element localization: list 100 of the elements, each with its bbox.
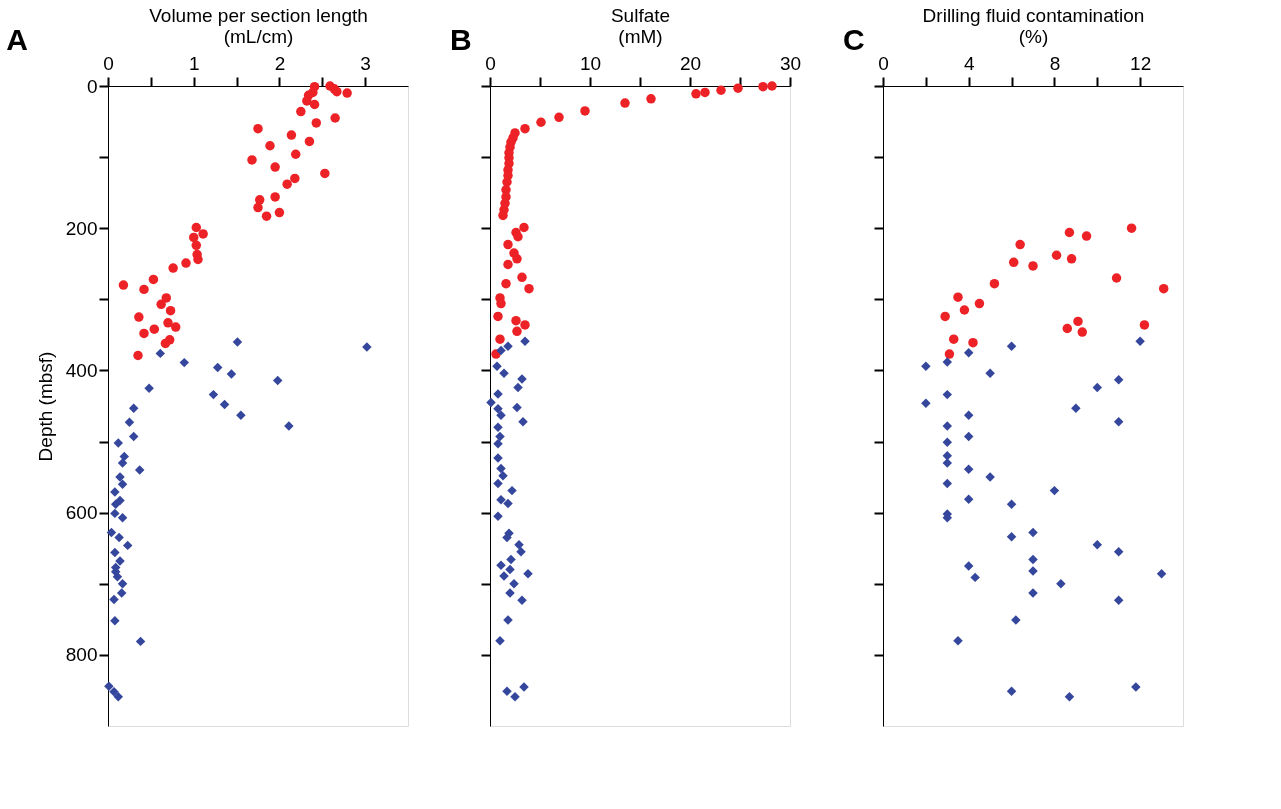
point	[942, 389, 953, 400]
point	[1131, 682, 1141, 692]
point	[160, 338, 171, 349]
point	[253, 202, 263, 213]
y-tick-label: 800	[65, 644, 98, 666]
x-tick-label: 4	[963, 52, 975, 74]
point	[959, 305, 970, 315]
point	[968, 337, 978, 348]
point	[1139, 320, 1150, 330]
point	[1092, 382, 1103, 393]
point	[191, 222, 202, 233]
point	[1113, 374, 1124, 385]
point	[1028, 527, 1038, 538]
point	[1062, 323, 1073, 334]
point	[498, 470, 508, 481]
point	[963, 464, 974, 475]
point	[168, 263, 178, 273]
point	[513, 382, 523, 393]
point	[1064, 692, 1075, 702]
y-tick-label: 0	[86, 75, 98, 97]
point	[942, 478, 953, 489]
point	[963, 347, 974, 358]
point	[963, 410, 974, 420]
point	[1158, 283, 1169, 294]
point	[520, 320, 530, 330]
point	[948, 334, 959, 344]
point	[309, 99, 320, 110]
point	[503, 239, 513, 250]
point	[517, 272, 527, 283]
point	[128, 403, 139, 413]
point	[106, 527, 117, 538]
point	[226, 369, 237, 379]
point	[1051, 250, 1062, 260]
point	[270, 192, 280, 202]
point	[520, 336, 530, 347]
point	[963, 494, 974, 504]
point	[716, 85, 726, 95]
point	[304, 136, 315, 147]
point	[128, 431, 139, 442]
point	[495, 635, 505, 646]
point	[272, 375, 283, 386]
point	[767, 81, 777, 91]
point	[1126, 223, 1137, 233]
x-tick-label: 30	[779, 52, 802, 74]
point	[524, 283, 534, 294]
point	[118, 280, 129, 290]
point	[1008, 257, 1019, 268]
point	[161, 293, 172, 303]
point	[113, 692, 124, 702]
x-tick-label: 0	[103, 52, 114, 74]
point	[247, 155, 257, 165]
point	[1056, 579, 1066, 589]
x-axis-title: Sulfate (mM)	[610, 4, 671, 47]
point	[495, 334, 505, 344]
point	[507, 485, 517, 496]
x-tick-label: 12	[1130, 52, 1152, 74]
point	[117, 479, 128, 489]
point	[942, 437, 953, 448]
point	[296, 106, 306, 117]
point	[219, 399, 230, 410]
point	[286, 130, 297, 140]
point	[496, 560, 506, 571]
point	[963, 561, 974, 571]
x-tick-label: 0	[878, 52, 889, 74]
point	[117, 579, 128, 589]
point	[149, 324, 160, 334]
point	[486, 397, 496, 408]
point	[1113, 547, 1124, 557]
point	[985, 368, 995, 379]
point	[495, 431, 505, 442]
point	[122, 540, 133, 551]
point	[942, 357, 953, 367]
point	[253, 123, 263, 134]
point	[134, 465, 145, 475]
chart-title: C	[843, 23, 865, 56]
chart-title: B	[450, 23, 472, 56]
point	[156, 299, 166, 310]
x-axis-title: Volume per section length (mL/cm)	[149, 4, 368, 47]
point	[700, 87, 710, 98]
point	[512, 402, 522, 413]
point	[620, 98, 630, 108]
point	[1006, 341, 1017, 352]
y-tick-label: 600	[65, 502, 98, 524]
point	[109, 594, 119, 605]
point	[1006, 532, 1017, 542]
y-tick-label: 400	[65, 359, 98, 381]
point	[953, 292, 963, 302]
point	[265, 141, 275, 151]
point	[110, 508, 120, 519]
point	[290, 173, 300, 184]
x-tick-label: 20	[679, 52, 702, 74]
point	[536, 117, 546, 127]
point	[1066, 254, 1077, 264]
point	[104, 681, 114, 691]
point	[646, 94, 656, 104]
point	[503, 498, 513, 509]
point	[921, 361, 931, 371]
point	[506, 554, 516, 565]
point	[518, 416, 528, 427]
point	[496, 345, 506, 356]
